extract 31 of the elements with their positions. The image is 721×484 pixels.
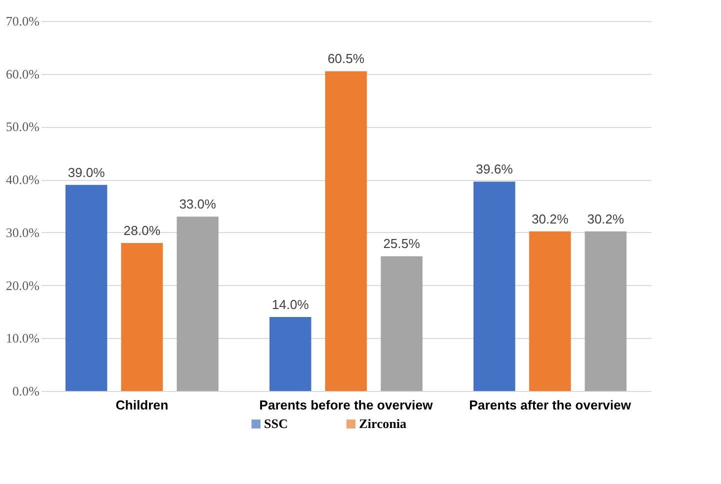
data-label: 28.0% <box>124 223 161 238</box>
bar <box>325 71 367 391</box>
y-tick-label: 40.0% <box>6 172 40 188</box>
data-label: 25.5% <box>383 236 421 252</box>
data-label: 14.0% <box>272 297 310 312</box>
data-label: 39.6% <box>476 162 514 177</box>
data-label: 60.5% <box>328 51 365 66</box>
y-tick-label: 30.0% <box>6 224 40 240</box>
y-tick-label: 70.0% <box>6 14 40 28</box>
y-tick-label: 50.0% <box>6 119 40 134</box>
y-tick-label: 0.0% <box>12 384 40 398</box>
legend-label: SSC <box>264 416 288 431</box>
bar <box>65 184 108 391</box>
y-tick-label: 20.0% <box>6 278 40 293</box>
y-tick-label: 10.0% <box>6 330 40 346</box>
y-tick-label: 60.0% <box>6 66 40 82</box>
bar <box>474 182 516 391</box>
legend-label: Zirconia <box>359 416 407 431</box>
data-label: 30.2% <box>532 211 569 226</box>
bar <box>584 231 627 391</box>
bar <box>380 256 423 391</box>
bar <box>269 317 312 391</box>
x-tick-label: Children <box>116 398 168 412</box>
data-label: 33.0% <box>179 196 216 212</box>
data-label: 39.0% <box>68 164 106 180</box>
bar <box>529 231 571 391</box>
bar <box>121 243 163 391</box>
bar <box>176 216 218 391</box>
x-tick-label: Parents after the overview <box>469 398 632 412</box>
data-label: 30.2% <box>587 211 625 226</box>
x-tick-label: Parents before the overview <box>259 398 434 412</box>
